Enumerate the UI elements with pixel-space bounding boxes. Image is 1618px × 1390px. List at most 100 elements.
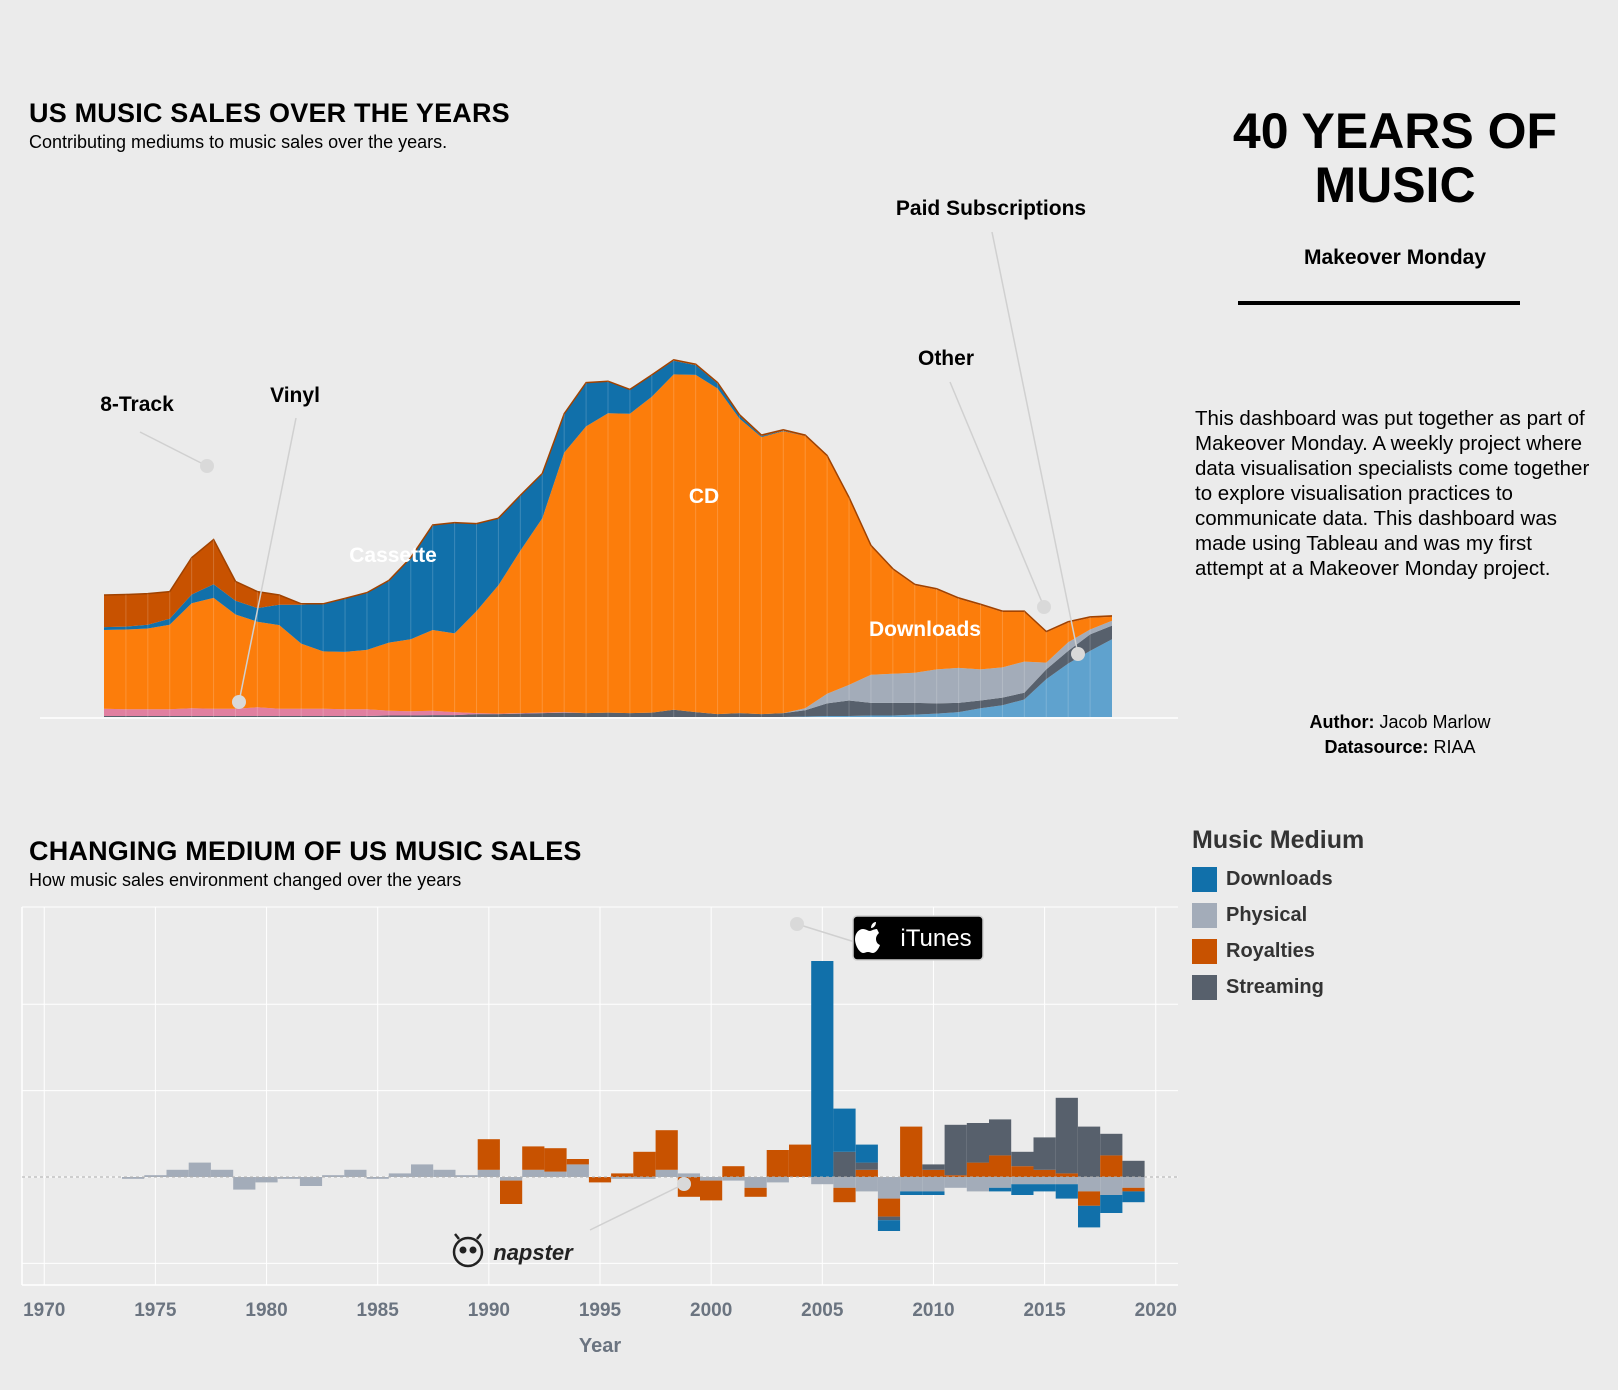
napster-dot: [677, 1177, 691, 1191]
napster-logo: napster: [452, 1233, 574, 1268]
bar-royalties-1994: [566, 1159, 589, 1165]
legend-swatch-downloads: [1192, 866, 1217, 892]
legend-swatch-streaming: [1192, 974, 1217, 1000]
x-tick-label-1990: 1990: [468, 1300, 510, 1321]
bar-royalties-2007: [855, 1169, 878, 1177]
bar-physical-2009: [900, 1177, 923, 1192]
bar-royalties-1990: [477, 1139, 500, 1170]
area-paid-subscriptions: [104, 639, 1112, 717]
bar-downloads-2006: [833, 1108, 856, 1152]
area-chart[interactable]: 8-Track Vinyl Cassette CD Downloads Other Paid…: [0, 160, 1190, 730]
legend-item-royalties[interactable]: Royalties: [1192, 933, 1364, 969]
legend-label-downloads: Downloads: [1226, 867, 1333, 890]
bar-royalties-2017: [1078, 1191, 1101, 1206]
bar-physical-1981: [277, 1177, 300, 1179]
annotation-dot-vinyl: [232, 695, 246, 709]
bar-physical-1980: [255, 1177, 278, 1183]
bar-royalties-2003: [766, 1150, 789, 1177]
bar-royalties-2008: [877, 1198, 901, 1217]
legend-swatch-physical: [1192, 902, 1217, 928]
author-label: Author:: [1309, 712, 1375, 732]
dashboard-subtitle: Makeover Monday: [1303, 246, 1487, 269]
napster-cat-icon: [452, 1233, 484, 1268]
annotation-label-other: Other: [918, 347, 974, 370]
legend-item-physical[interactable]: Physical: [1192, 897, 1364, 933]
bar-royalties-2000: [700, 1180, 723, 1201]
x-tick-label-1975: 1975: [134, 1300, 177, 1321]
title-divider: [1238, 301, 1520, 305]
author-name: Jacob Marlow: [1379, 712, 1491, 732]
bar-marks: [122, 961, 1145, 1231]
x-tick-label-2020: 2020: [1135, 1300, 1177, 1321]
bar-physical-1977: [188, 1162, 211, 1177]
napster-headphones: [454, 1233, 482, 1240]
author-line: Author: Jacob Marlow: [1190, 710, 1610, 735]
bar-streaming-2019: [1122, 1160, 1145, 1177]
bar-physical-1990: [477, 1169, 500, 1177]
credits: Author: Jacob Marlow Datasource: RIAA: [1190, 710, 1610, 760]
bar-physical-2017: [1078, 1177, 1101, 1192]
bottom-chart-title: CHANGING MEDIUM OF US MUSIC SALES: [29, 836, 582, 866]
area-cd: [104, 374, 1112, 715]
annotation-label-cd: CD: [689, 485, 719, 508]
bar-physical-1994: [566, 1164, 589, 1177]
legend-label-royalties: Royalties: [1226, 939, 1315, 962]
bar-royalties-1996: [611, 1173, 634, 1177]
bar-physical-1984: [344, 1169, 367, 1177]
bar-chart[interactable]: 1970 1975 1980 1985 1990 1995 2000 2005 2010 2015…: [0, 895, 1190, 1365]
datasource-label: Datasource:: [1324, 737, 1429, 757]
bar-downloads-2014: [1011, 1184, 1034, 1195]
bar-physical-2000: [700, 1177, 723, 1181]
legend-item-streaming[interactable]: Streaming: [1192, 969, 1364, 1005]
legend-item-downloads[interactable]: Downloads: [1192, 861, 1364, 897]
x-axis-label: Year: [579, 1335, 621, 1357]
legend-swatch-royalties: [1192, 938, 1217, 964]
x-tick-label-1995: 1995: [579, 1300, 622, 1321]
annotation-leader-vinyl: [238, 417, 297, 703]
bar-physical-2014: [1011, 1177, 1034, 1185]
bar-physical-2015: [1033, 1177, 1056, 1185]
bar-physical-2006: [833, 1177, 856, 1188]
bar-downloads-2018: [1100, 1195, 1123, 1213]
bar-royalties-2016: [1055, 1173, 1078, 1177]
bar-streaming-2010: [922, 1164, 945, 1170]
annotation-leader-8-track: [139, 431, 208, 467]
bar-downloads-2016: [1055, 1184, 1078, 1199]
bar-royalties-2006: [833, 1187, 856, 1203]
annotation-dot-other: [1037, 600, 1051, 614]
bar-streaming-2008: [877, 1216, 901, 1221]
bar-physical-1975: [144, 1175, 167, 1177]
bar-royalties-2002: [744, 1187, 767, 1197]
bar-physical-2011: [944, 1177, 967, 1188]
apple-icon: [855, 922, 880, 953]
top-chart-title: US MUSIC SALES OVER THE YEARS: [29, 98, 510, 128]
area-top-outline: [103, 359, 1113, 633]
apple-leaf: [871, 922, 876, 928]
bar-downloads-2019: [1122, 1191, 1145, 1203]
datasource-line: Datasource: RIAA: [1190, 735, 1610, 760]
bar-royalties-1991: [500, 1180, 523, 1204]
bar-downloads-2013: [989, 1187, 1012, 1192]
bar-physical-1982: [299, 1177, 323, 1186]
annotation-leader-other: [949, 381, 1045, 608]
bar-streaming-2015: [1033, 1137, 1056, 1170]
annotation-leader-paid-subscriptions: [991, 231, 1079, 655]
annotation-dot-8-track: [200, 459, 214, 473]
bar-physical-1979: [233, 1177, 256, 1190]
napster-logo-text: napster: [493, 1240, 574, 1265]
napster-eye-left: [459, 1246, 467, 1254]
annotation-label-8-track: 8-Track: [100, 393, 174, 416]
bar-physical-1985: [366, 1177, 389, 1179]
x-tick-label-2000: 2000: [690, 1300, 732, 1321]
bar-streaming-2007: [855, 1162, 878, 1170]
bar-streaming-2017: [1078, 1126, 1101, 1177]
bar-physical-1976: [166, 1169, 189, 1177]
bar-royalties-2013: [989, 1155, 1012, 1177]
bar-streaming-2011: [944, 1124, 967, 1176]
bar-streaming-2013: [989, 1119, 1012, 1156]
bar-physical-1993: [544, 1171, 567, 1177]
bar-downloads-2009: [900, 1191, 923, 1195]
x-tick-label-2005: 2005: [801, 1300, 844, 1321]
itunes-logo-text: iTunes: [900, 925, 971, 952]
bar-royalties-2019: [1122, 1187, 1145, 1192]
